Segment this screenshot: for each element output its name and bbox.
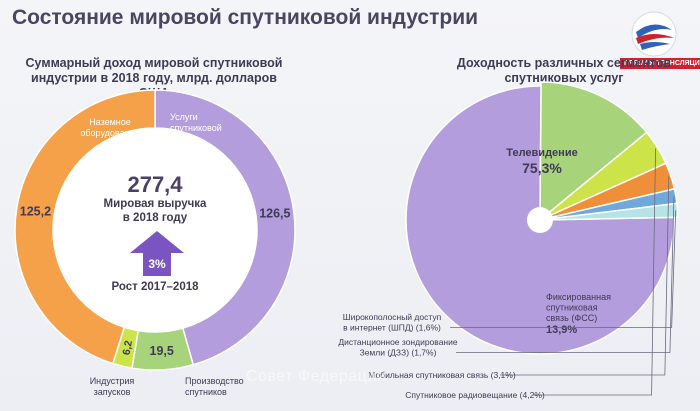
donut-slice-label-line: связи <box>170 134 193 144</box>
pie-slice-label-line: спутниковая <box>546 303 598 313</box>
donut-slice-value: 125,2 <box>20 205 51 219</box>
revenue-donut-slices <box>14 89 296 371</box>
pie-slice-label: Широкополосный доступ в интернет (ШПД) (1… <box>343 312 442 333</box>
donut-slice-value: 6,2 <box>121 339 135 356</box>
pie-slice <box>539 81 648 222</box>
donut-hole <box>53 128 257 332</box>
channel-logo <box>631 11 677 57</box>
right-chart-title: Доходность различных сегментов спутников… <box>430 56 698 86</box>
right-chart-title-line-1: Доходность различных сегментов <box>456 56 672 70</box>
donut-slice-value: 126,5 <box>259 206 290 220</box>
pie-slice <box>539 202 679 221</box>
donut-slice-label-line: запусков <box>94 387 131 397</box>
center-total-value: 277,4 <box>127 172 183 197</box>
pie-slice-label: Спутниковое радиовещание (4,2%) <box>405 390 545 400</box>
page-title: Состояние мировой спутниковой индустрии <box>12 6 479 29</box>
live-badge: ПРЯМАЯ ТРАНСЛЯЦИЯ <box>620 58 700 69</box>
leader-line <box>450 210 677 328</box>
revenue-slice-values: 126,5 19,5 6,2 125,2 <box>20 205 291 358</box>
center-label-line-1: Мировая выручка <box>104 198 208 210</box>
donut-slice-label: Производство спутников <box>185 376 244 397</box>
growth-value: 3% <box>148 257 166 271</box>
left-chart-title-line-1: Суммарный доход мировой спутниковой <box>25 56 283 70</box>
pie-slice-label-line: Дистанционное зондирование <box>338 337 457 347</box>
segments-pie-slices <box>405 81 679 355</box>
segments-slice-labels: Телевидение Фиксированная спутниковая связь… <box>338 147 611 400</box>
donut-slice-label-line: спутниковой <box>170 123 222 133</box>
pie-slice-label-line: Мобильная спутниковая связь (3,1%) <box>368 370 516 380</box>
donut-slice-label: Индустрия запусков <box>90 376 135 397</box>
donut-slice-label: Наземное оборудование <box>80 117 139 138</box>
leader-line <box>456 196 675 353</box>
pie-slice-label: Телевидение <box>506 147 577 159</box>
donut-slice-label: Услуги спутниковой связи <box>170 112 222 144</box>
leader-line <box>500 176 670 376</box>
growth-arrow-icon <box>130 231 184 276</box>
donut-slice-value: 19,5 <box>150 344 174 358</box>
pie-slice-value: 75,3% <box>522 160 562 176</box>
leader-line <box>533 148 656 396</box>
donut-slice-label-line: спутников <box>185 387 227 397</box>
donut-slice-label-line: Наземное <box>89 117 131 127</box>
pie-slice-label: Дистанционное зондирование Земли (ДЗЗ) (1… <box>338 337 457 358</box>
pie-center-dot <box>527 207 553 233</box>
segments-slice-values: 75,3% 13,9% <box>522 160 577 336</box>
pie-slice-label-line: Широкополосный доступ <box>343 312 442 322</box>
pie-slice-label: Мобильная спутниковая связь (3,1%) <box>368 370 516 380</box>
watermark: Совет Федерации <box>246 368 387 385</box>
pie-slice-label: Фиксированная спутниковая связь (ФСС) <box>546 292 611 323</box>
pie-slice-label-line: Спутниковое радиовещание (4,2%) <box>405 390 545 400</box>
donut-slice-label-line: оборудование <box>80 128 139 138</box>
center-label-line-2: в 2018 году <box>123 212 188 224</box>
pie-slice-label-line: Фиксированная <box>546 292 611 302</box>
pie-slice-label-line: в интернет (ШПД) (1,6%) <box>343 323 441 333</box>
donut-slice-label-line: Услуги <box>170 112 198 122</box>
segments-leader-lines <box>450 148 677 396</box>
pie-slice-value: 13,9% <box>546 324 577 336</box>
donut-slice-label-line: Производство <box>185 376 244 386</box>
donut-slice <box>14 89 156 365</box>
donut-slice-label-line: Индустрия <box>90 376 135 386</box>
pie-slice-label-line: связь (ФСС) <box>546 313 597 323</box>
right-chart-title-line-2: спутниковых услуг <box>504 71 624 85</box>
pie-slice-label-line: Земли (ДЗЗ) (1,7%) <box>360 348 437 358</box>
donut-slice <box>154 89 296 366</box>
growth-label: Рост 2017–2018 <box>111 281 199 293</box>
